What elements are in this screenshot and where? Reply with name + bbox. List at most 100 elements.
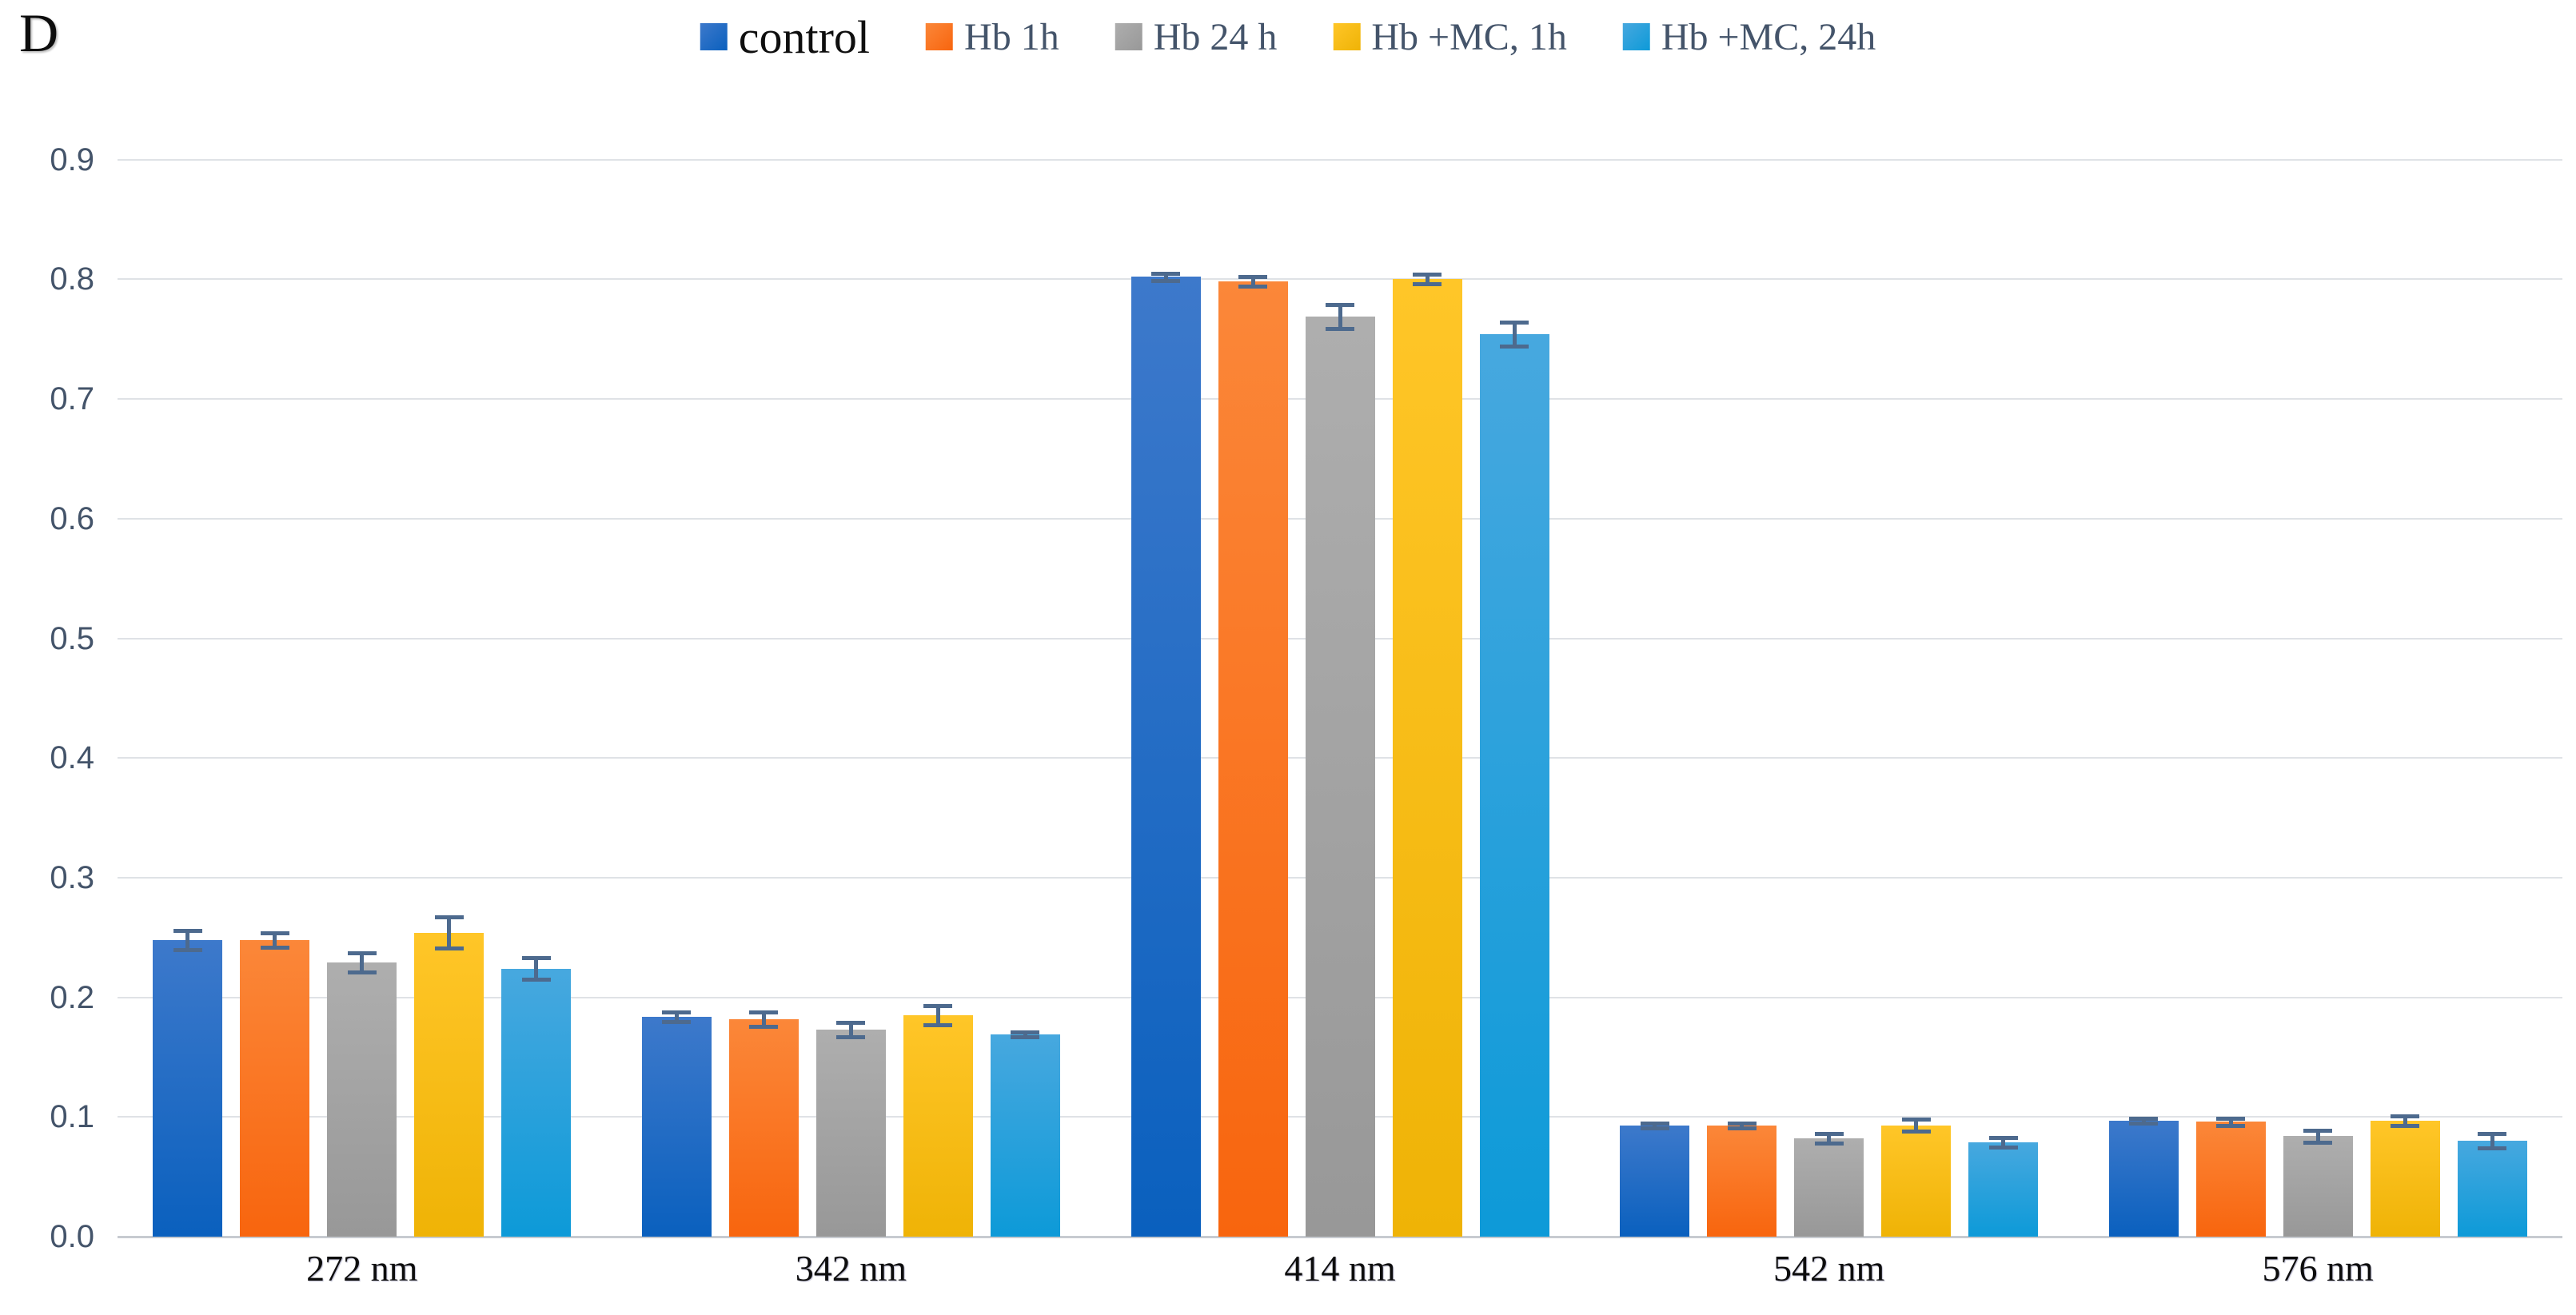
error-bar-cap-top xyxy=(2478,1132,2507,1137)
error-bar-cap-bottom xyxy=(749,1024,779,1029)
bar-hb-24-h-542nm xyxy=(1794,1138,1864,1237)
bar-hb-mc-24h-342nm xyxy=(990,1034,1060,1237)
bar-control-414nm xyxy=(1130,277,1201,1237)
error-bar-cap-top xyxy=(749,1010,779,1014)
error-bar-cap-top xyxy=(434,915,464,920)
panel-letter-label: D xyxy=(19,2,59,63)
legend-label: Hb +MC, 24h xyxy=(1661,16,1876,58)
y-axis-tick-label: 0.9 xyxy=(50,141,94,177)
error-bar-cap-bottom xyxy=(1901,1130,1931,1134)
error-bar-cap-bottom xyxy=(2391,1123,2420,1128)
error-bar-cap-bottom xyxy=(923,1023,953,1028)
chart-legend: control Hb 1h Hb 24 h Hb +MC, 1h Hb +MC, 24h xyxy=(700,13,1876,61)
bar-hb-1h-272nm xyxy=(240,939,310,1237)
error-bar-cap-bottom xyxy=(1326,326,1354,331)
error-bar-cap-bottom xyxy=(1640,1126,1669,1130)
bar-hb-1h-414nm xyxy=(1218,281,1288,1237)
error-bar-cap-top xyxy=(836,1021,866,1026)
error-bar-cap-top xyxy=(260,930,289,935)
x-axis-category-label: 272 nm xyxy=(306,1248,418,1289)
legend-label: Hb +MC, 1h xyxy=(1371,16,1567,58)
error-bar-cap-top xyxy=(923,1004,953,1009)
error-bar-line xyxy=(2228,1118,2233,1126)
error-bar-cap-top xyxy=(1326,302,1354,307)
error-bar-line xyxy=(447,917,452,949)
bar-control-542nm xyxy=(1620,1125,1690,1237)
x-axis-category-label: 414 nm xyxy=(1284,1248,1396,1289)
legend-item-1: control xyxy=(700,13,870,61)
error-bar-line xyxy=(185,930,190,950)
error-bar-cap-top xyxy=(1151,271,1180,276)
error-bar-line xyxy=(674,1011,679,1022)
bar-hb-24-h-342nm xyxy=(815,1030,886,1237)
error-bar-line xyxy=(935,1006,940,1026)
error-bar-line xyxy=(1425,274,1430,285)
error-bar-cap-bottom xyxy=(1988,1145,2018,1150)
error-bar-cap-bottom xyxy=(2478,1146,2507,1151)
bar-hb-mc-1h-576nm xyxy=(2370,1120,2440,1237)
error-bar-cap-top xyxy=(1814,1132,1844,1137)
error-bar-cap-bottom xyxy=(173,947,202,952)
bar-hb-24-h-272nm xyxy=(327,962,397,1237)
x-axis-category-label: 342 nm xyxy=(795,1248,907,1289)
error-bar-line xyxy=(2315,1130,2320,1142)
error-bar-line xyxy=(2001,1137,2006,1147)
x-axis-category-label: 542 nm xyxy=(1772,1248,1885,1289)
error-bar-line xyxy=(2490,1134,2494,1149)
error-bar-line xyxy=(1338,304,1342,329)
error-bar-cap-top xyxy=(2129,1116,2159,1121)
error-bar-line xyxy=(1512,322,1517,347)
bar-hb-mc-1h-414nm xyxy=(1392,279,1462,1237)
error-bar-line xyxy=(2403,1115,2407,1126)
error-bar-cap-top xyxy=(173,928,202,933)
error-bar-cap-bottom xyxy=(260,945,289,950)
bar-hb-mc-24h-272nm xyxy=(501,968,572,1237)
y-axis-tick-label: 0.2 xyxy=(50,979,94,1015)
x-axis-line xyxy=(118,1236,2562,1238)
legend-item-4: Hb +MC, 1h xyxy=(1333,16,1567,58)
bar-hb-mc-1h-342nm xyxy=(903,1015,973,1237)
error-bar-cap-top xyxy=(1640,1121,1669,1126)
error-bar-cap-bottom xyxy=(2129,1121,2159,1126)
error-bar-line xyxy=(534,958,539,980)
legend-item-5: Hb +MC, 24h xyxy=(1622,16,1876,58)
error-bar-cap-bottom xyxy=(2216,1123,2246,1128)
y-axis-tick-label: 0.7 xyxy=(50,381,94,417)
error-bar-cap-bottom xyxy=(1500,345,1529,349)
error-bar-line xyxy=(1163,273,1168,281)
error-bar-cap-bottom xyxy=(1814,1142,1844,1146)
legend-label: Hb 1h xyxy=(964,16,1059,58)
gridline-0.8 xyxy=(118,278,2562,281)
bar-control-576nm xyxy=(2108,1120,2179,1237)
error-bar-line xyxy=(273,932,277,947)
error-bar-line xyxy=(1914,1119,1919,1132)
error-bar-cap-top xyxy=(1988,1135,2018,1140)
y-axis-tick-label: 0.8 xyxy=(50,261,94,297)
legend-swatch-icon xyxy=(1333,23,1361,50)
error-bar-cap-bottom xyxy=(434,946,464,951)
legend-item-3: Hb 24 h xyxy=(1115,16,1278,58)
error-bar-cap-top xyxy=(1011,1030,1040,1034)
bar-hb-1h-342nm xyxy=(728,1018,799,1237)
error-bar-line xyxy=(761,1011,766,1026)
y-axis-tick-label: 0.0 xyxy=(50,1219,94,1254)
y-axis-tick-label: 0.3 xyxy=(50,859,94,895)
bar-control-342nm xyxy=(641,1016,712,1237)
y-axis-tick-label: 0.1 xyxy=(50,1099,94,1135)
bar-hb-24-h-576nm xyxy=(2283,1136,2353,1237)
legend-swatch-icon xyxy=(1622,23,1650,50)
gridline-0.9 xyxy=(118,158,2562,161)
error-bar-cap-top xyxy=(1727,1121,1757,1126)
error-bar-cap-bottom xyxy=(662,1019,692,1024)
error-bar-cap-top xyxy=(662,1010,692,1014)
legend-label: Hb 24 h xyxy=(1153,16,1278,58)
error-bar-cap-bottom xyxy=(1011,1035,1040,1039)
error-bar-cap-bottom xyxy=(1413,282,1442,287)
legend-swatch-icon xyxy=(926,23,954,50)
y-axis-tick-label: 0.5 xyxy=(50,620,94,656)
legend-swatch-icon xyxy=(700,23,728,50)
error-bar-cap-bottom xyxy=(1727,1126,1757,1130)
error-bar-cap-top xyxy=(1238,275,1267,280)
error-bar-cap-bottom xyxy=(836,1035,866,1039)
legend-item-2: Hb 1h xyxy=(926,17,1059,57)
